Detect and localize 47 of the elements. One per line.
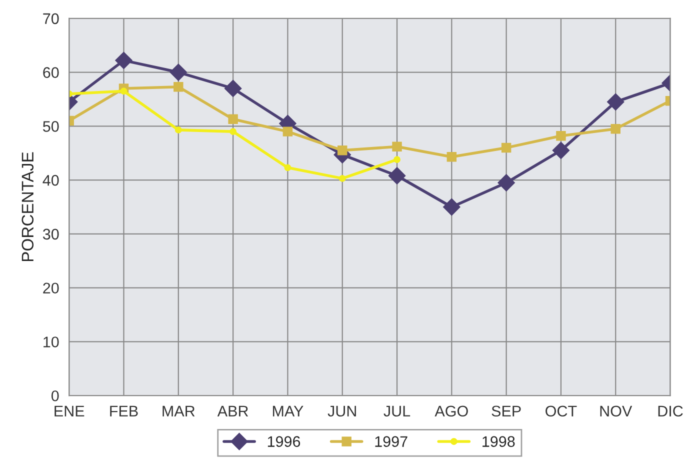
x-tick-label: SEP (492, 406, 521, 417)
point (388, 167, 406, 184)
y-tick-label: 50 (42, 121, 59, 132)
point (498, 174, 515, 192)
point (446, 152, 457, 162)
x-tick-label: AGO (434, 406, 468, 417)
y-axis-title: PORCENTAJE (22, 152, 34, 262)
y-tick-label: 20 (43, 282, 59, 294)
point (284, 164, 292, 172)
point (607, 93, 624, 110)
point (556, 131, 566, 141)
y-tick-label: 10 (44, 336, 59, 348)
x-tick-label: NOV (600, 406, 632, 417)
x-tick-label: ENE (54, 406, 84, 416)
point (120, 88, 128, 95)
point (338, 174, 346, 182)
point (115, 52, 132, 69)
y-tick-label: 60 (43, 67, 59, 78)
point (552, 142, 570, 159)
point (170, 64, 187, 81)
legend-label: 1998 (482, 436, 515, 447)
point (224, 80, 242, 98)
x-tick-label: DIC (658, 406, 683, 417)
y-tick-label: 30 (42, 228, 59, 240)
x-tick-label: OCT (546, 406, 577, 417)
point (392, 142, 402, 152)
x-tick-label: JUN (328, 406, 356, 417)
point (174, 126, 182, 134)
x-tick-label: ABR (217, 406, 248, 416)
x-tick-label: JUL (384, 406, 410, 417)
point (610, 124, 620, 134)
point (174, 82, 184, 92)
point (501, 142, 512, 153)
y-tick-label: 70 (43, 13, 59, 24)
x-tick-label: MAY (272, 406, 304, 416)
y-tick-label: 40 (42, 174, 59, 186)
y-tick-label: 0 (51, 390, 59, 402)
x-tick-label: MAR (162, 406, 195, 416)
point (228, 114, 238, 124)
legend-label: 1996 (268, 436, 300, 447)
point (443, 198, 460, 216)
legend-label: 1997 (375, 436, 408, 447)
point (230, 128, 237, 136)
x-tick-label: FEB (110, 406, 138, 416)
point (394, 156, 400, 164)
point (338, 146, 348, 156)
point (282, 126, 293, 136)
